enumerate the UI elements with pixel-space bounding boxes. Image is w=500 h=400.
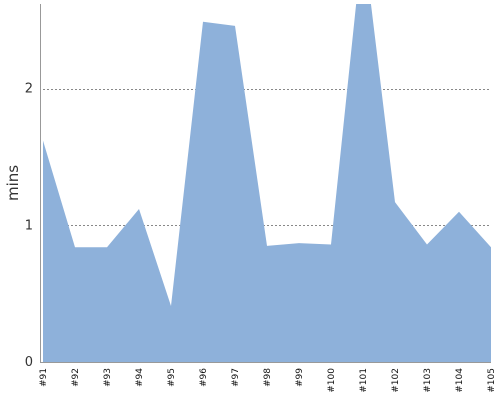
x-tick-label: #99 [295, 368, 305, 387]
x-tick-labels: #91 #92 #93 #94 #95 #96 #97 #98 #99 #100 #101 #102 #… [39, 368, 497, 393]
x-tick-label: #95 [167, 368, 177, 387]
x-tick-label: #97 [231, 368, 241, 387]
x-tick-label: #100 [327, 368, 337, 393]
area-fill [43, 4, 491, 362]
x-tick-label: #104 [455, 368, 465, 393]
y-axis-title: mins [4, 165, 22, 201]
x-tick-label: #102 [391, 368, 401, 393]
x-tick-label: #96 [199, 368, 209, 387]
x-tick-label: #105 [487, 368, 497, 393]
x-tick-label: #92 [71, 368, 81, 387]
y-tick-label: 1 [25, 218, 33, 233]
grid-lines [43, 89, 491, 226]
series-area [43, 4, 491, 362]
x-tick-label: #101 [359, 368, 369, 393]
y-tick-label: 2 [25, 82, 33, 97]
axes [40, 4, 491, 363]
y-tick-label: 0 [25, 355, 33, 370]
x-tick-label: #91 [39, 368, 49, 387]
x-tick-label: #93 [103, 368, 113, 387]
x-tick-label: #103 [423, 368, 433, 393]
x-tick-label: #94 [135, 368, 145, 387]
y-tick-labels: 0 1 2 [25, 82, 33, 370]
x-tick-label: #98 [263, 368, 273, 387]
